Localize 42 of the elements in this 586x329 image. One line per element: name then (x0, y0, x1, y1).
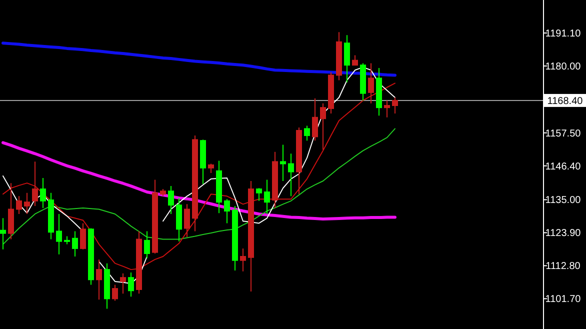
candlestick (224, 198, 230, 224)
candlestick (280, 144, 286, 182)
candlestick (96, 258, 102, 300)
candlestick (56, 213, 62, 255)
y-tick-label: 1123.90 (545, 228, 582, 240)
candlestick (16, 196, 22, 214)
candlestick (352, 54, 358, 66)
candlestick (184, 204, 190, 238)
candlestick (240, 248, 246, 272)
y-tick-label: 1112.80 (546, 261, 581, 272)
y-tick-label: 1157.50 (545, 128, 582, 140)
candlestick (384, 100, 390, 118)
candlestick (120, 272, 126, 294)
ref-line-label: 1168.40 (547, 96, 584, 107)
candlestick (128, 272, 134, 298)
candlestick (320, 102, 326, 150)
candlestick (80, 222, 86, 250)
candlestick (304, 125, 310, 142)
line-series (2, 141, 396, 221)
candlestick (344, 34, 350, 83)
y-tick-label: 1135.00 (545, 195, 582, 206)
candlestick (256, 188, 262, 202)
y-tick-label: 1191.10 (545, 28, 582, 40)
candlestick (368, 62, 374, 104)
candlestick (40, 178, 46, 209)
y-tick-label: 1146.40 (545, 161, 582, 172)
y-tick-label: 1180.00 (545, 61, 582, 72)
candlestick (72, 230, 78, 257)
candlestick (0, 218, 6, 250)
y-tick-label: 1101.70 (545, 294, 582, 306)
candlestick (32, 161, 38, 206)
line-series (2, 42, 396, 77)
candlestick (312, 98, 318, 142)
candlestick (168, 186, 174, 214)
candlestick (288, 153, 294, 197)
candlestick (24, 192, 30, 214)
candlestick (392, 96, 398, 114)
candlestick (208, 163, 214, 174)
candlestick (144, 230, 150, 259)
line-series (2, 128, 396, 245)
candlestick (264, 179, 270, 214)
candlestick (112, 284, 118, 302)
